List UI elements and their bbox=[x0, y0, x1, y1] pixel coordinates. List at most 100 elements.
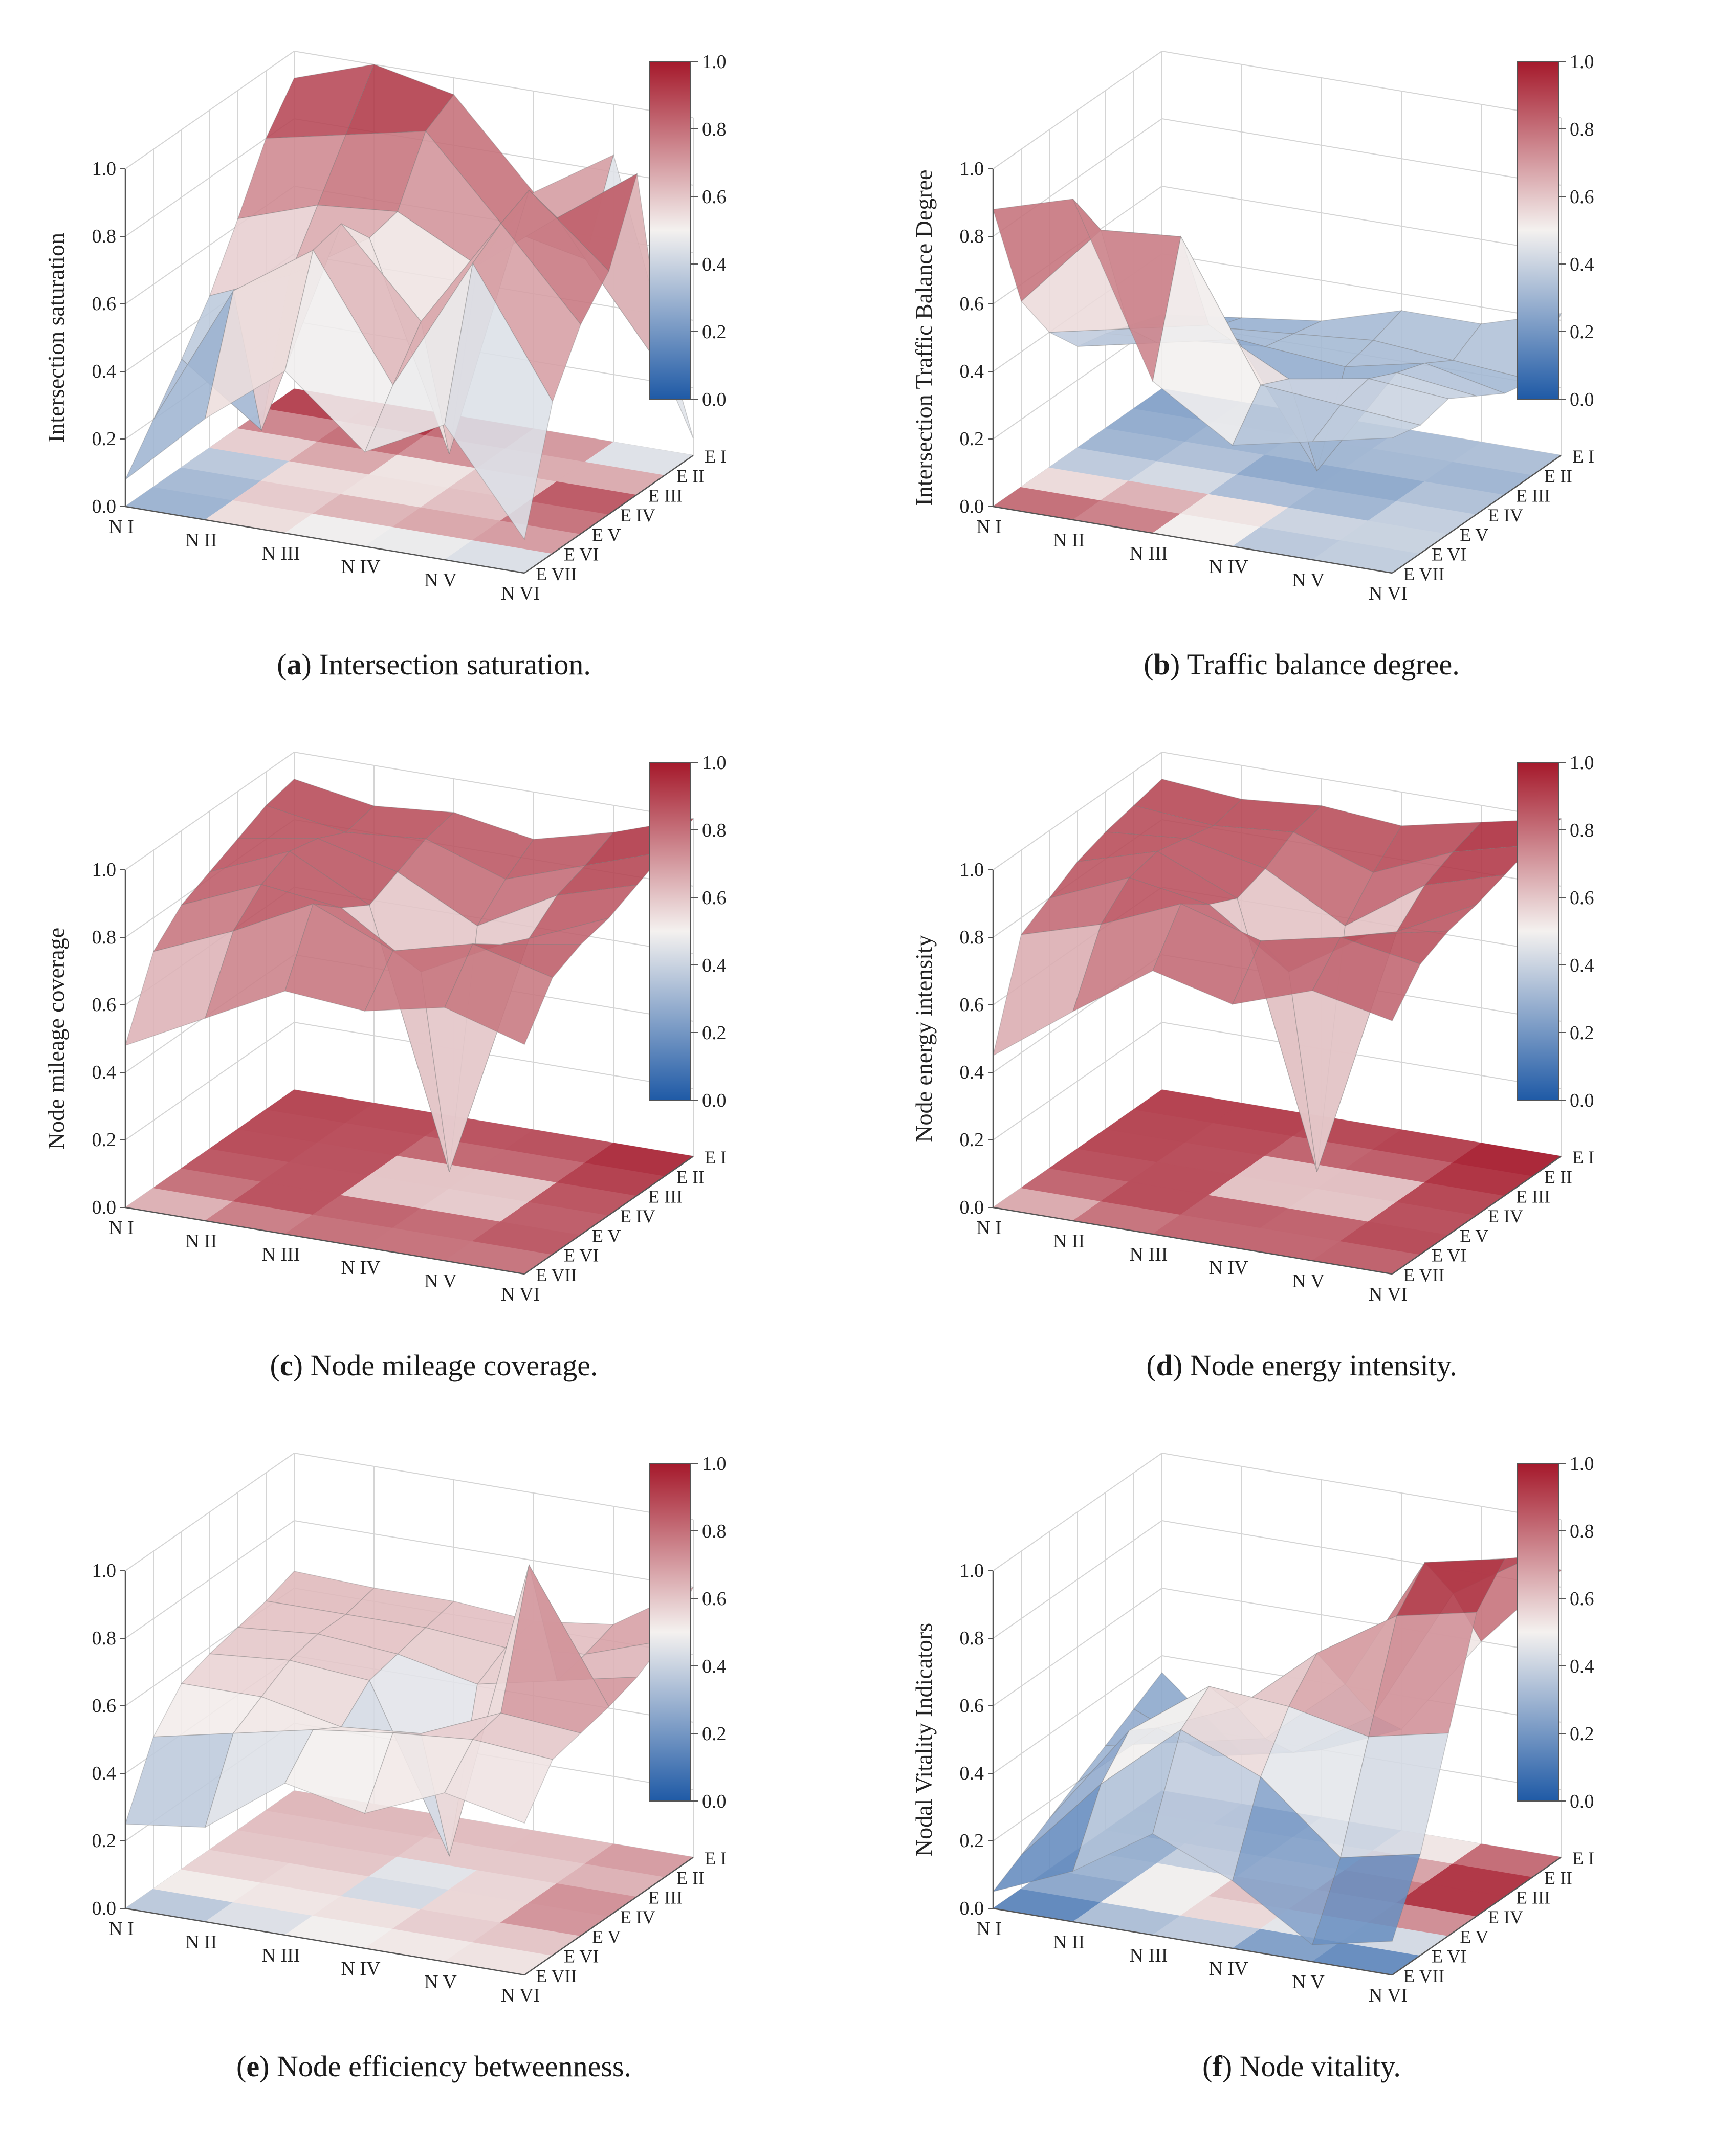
x-tick-label: N IV bbox=[1208, 556, 1248, 578]
y-tick-label: E V bbox=[1460, 524, 1488, 545]
y-tick-label: E V bbox=[592, 1926, 621, 1947]
z-tick-label: 0.2 bbox=[92, 1129, 117, 1151]
caption-letter: f bbox=[1212, 2050, 1222, 2083]
x-tick-label: N III bbox=[262, 1244, 300, 1265]
y-tick-label: E VII bbox=[1403, 1966, 1444, 1986]
caption-letter: c bbox=[279, 1349, 293, 1382]
y-tick-label: E VII bbox=[536, 564, 577, 584]
y-axis-line bbox=[1392, 1155, 1562, 1275]
x-tick-label: N III bbox=[1130, 1244, 1168, 1265]
z-tick-label: 0.4 bbox=[92, 1062, 117, 1083]
z-tick-label: 1.0 bbox=[960, 158, 984, 180]
colorbar-tick-label: 0.0 bbox=[702, 1090, 727, 1111]
x-tick-label: N II bbox=[1053, 1931, 1085, 1953]
caption-letter: e bbox=[246, 2050, 260, 2083]
z-tick-label: 0.4 bbox=[92, 1763, 117, 1784]
colorbar-tick-label: 0.6 bbox=[702, 1588, 727, 1610]
colorbar-tick-label: 0.8 bbox=[1570, 820, 1594, 841]
x-tick-label: N IV bbox=[1208, 1257, 1248, 1279]
z-axis-title: Intersection Traffic Balance Degree bbox=[911, 170, 937, 506]
colorbar-tick-label: 0.0 bbox=[1570, 1090, 1594, 1111]
z-tick-label: 0.8 bbox=[960, 1628, 984, 1649]
x-tick-label: N V bbox=[1292, 1971, 1325, 1993]
surface-chart-e: 0.0 0.2 0.4 0.6 0.8 1.0 N I N II N III N IV N V N V… bbox=[92, 1453, 727, 2006]
surface-facet bbox=[444, 1739, 554, 1824]
surface-facet bbox=[1311, 936, 1421, 1021]
colorbar-tick-label: 0.8 bbox=[1570, 119, 1594, 140]
colorbar-tick-label: 0.2 bbox=[1570, 1022, 1594, 1044]
surface-facet bbox=[1311, 1853, 1421, 1945]
z-tick-label: 0.6 bbox=[92, 994, 117, 1016]
z-tick-label: 0.8 bbox=[92, 226, 117, 247]
floor-heatmap-c bbox=[124, 1089, 694, 1275]
x-tick-label: N I bbox=[108, 1918, 134, 1940]
y-tick-label: E VII bbox=[1403, 1265, 1444, 1285]
x-axis-line bbox=[125, 1907, 525, 1976]
x-tick-label: N III bbox=[1130, 1945, 1168, 1966]
x-tick-label: N VI bbox=[501, 1284, 540, 1305]
y-tick-label: E II bbox=[1544, 1167, 1572, 1187]
colorbar-tick-label: 0.0 bbox=[1570, 389, 1594, 410]
colorbar-tick-label: 0.6 bbox=[702, 887, 727, 909]
x-tick-label: N V bbox=[424, 1270, 457, 1292]
x-tick-label: N IV bbox=[341, 1958, 381, 1980]
colorbar-gradient bbox=[649, 762, 691, 1101]
z-tick-label: 0.2 bbox=[92, 1830, 117, 1852]
z-tick-label: 0.8 bbox=[960, 927, 984, 948]
colorbar-gradient bbox=[649, 1463, 691, 1802]
caption-text: Node energy intensity. bbox=[1182, 1349, 1457, 1382]
surface-facet bbox=[472, 943, 582, 978]
axes-b: 0.0 0.2 0.4 0.6 0.8 1.0 Intersection Traffic B… bbox=[911, 158, 1594, 604]
x-axis-line bbox=[993, 1206, 1393, 1275]
caption-text: Traffic balance degree. bbox=[1180, 648, 1460, 681]
x-axis-line bbox=[125, 1206, 525, 1275]
z-tick-label: 0.4 bbox=[92, 361, 117, 382]
y-tick-label: E III bbox=[1516, 1187, 1550, 1207]
colorbar-tick-label: 1.0 bbox=[702, 752, 727, 774]
caption-b: (b) Traffic balance degree. bbox=[1144, 648, 1460, 681]
x-tick-label: N II bbox=[185, 530, 217, 551]
surface-chart-c: 0.0 0.2 0.4 0.6 0.8 1.0 Node mileage coverage N… bbox=[43, 752, 727, 1305]
y-tick-label: E I bbox=[705, 446, 727, 467]
colorbar-e: 1.0 0.8 0.6 0.4 0.2 0.0 bbox=[649, 1453, 727, 1812]
colorbar-gradient bbox=[1517, 762, 1559, 1101]
chart-panel-d: 0.0 0.2 0.4 0.6 0.8 1.0 Node energy intensity N… bbox=[868, 701, 1735, 1402]
x-tick-label: N II bbox=[185, 1231, 217, 1252]
y-tick-label: E VI bbox=[564, 544, 599, 565]
z-tick-label: 0.6 bbox=[960, 293, 984, 315]
surface-chart-d: 0.0 0.2 0.4 0.6 0.8 1.0 Node energy intensity N… bbox=[911, 752, 1594, 1305]
chart-panel-a: 0.0 0.2 0.4 0.6 0.8 1.0 Intersection saturatio… bbox=[0, 0, 868, 701]
y-tick-label: E I bbox=[1572, 446, 1594, 467]
x-tick-label: N VI bbox=[1369, 1284, 1408, 1305]
x-tick-label: N V bbox=[1292, 1270, 1325, 1292]
z-tick-label: 0.2 bbox=[960, 428, 984, 450]
z-tick-label: 0.4 bbox=[960, 1763, 984, 1784]
y-tick-label: E V bbox=[592, 524, 621, 545]
colorbar-tick-label: 1.0 bbox=[1570, 51, 1594, 73]
x-tick-label: N VI bbox=[1369, 1985, 1408, 2006]
x-tick-label: N IV bbox=[1208, 1958, 1248, 1980]
colorbar-tick-label: 1.0 bbox=[1570, 1453, 1594, 1475]
x-axis-line bbox=[993, 506, 1393, 574]
y-tick-label: E II bbox=[1544, 1868, 1572, 1888]
z-tick-label: 0.8 bbox=[92, 1628, 117, 1649]
y-tick-label: E VI bbox=[1432, 1245, 1466, 1266]
y-tick-label: E IV bbox=[1488, 1907, 1523, 1927]
x-tick-label: N I bbox=[108, 1217, 134, 1239]
caption-c: (c) Node mileage coverage. bbox=[270, 1349, 598, 1382]
z-tick-label: 0.4 bbox=[960, 361, 984, 382]
colorbar-tick-label: 0.8 bbox=[702, 820, 727, 841]
y-tick-label: E V bbox=[592, 1225, 621, 1246]
x-tick-label: N III bbox=[262, 543, 300, 564]
y-tick-label: E III bbox=[1516, 1887, 1550, 1908]
caption-text: Intersection saturation. bbox=[311, 648, 591, 681]
y-tick-label: E I bbox=[1572, 1147, 1594, 1168]
z-tick-label: 1.0 bbox=[960, 1560, 984, 1582]
colorbar-tick-label: 0.2 bbox=[702, 321, 727, 343]
axes-f: 0.0 0.2 0.4 0.6 0.8 1.0 Nodal Vitality Indicat… bbox=[911, 1560, 1594, 2006]
z-tick-label: 0.6 bbox=[960, 1695, 984, 1717]
colorbar-tick-label: 0.6 bbox=[702, 186, 727, 208]
y-tick-label: E II bbox=[676, 1868, 705, 1888]
colorbar-tick-label: 0.8 bbox=[702, 1521, 727, 1542]
